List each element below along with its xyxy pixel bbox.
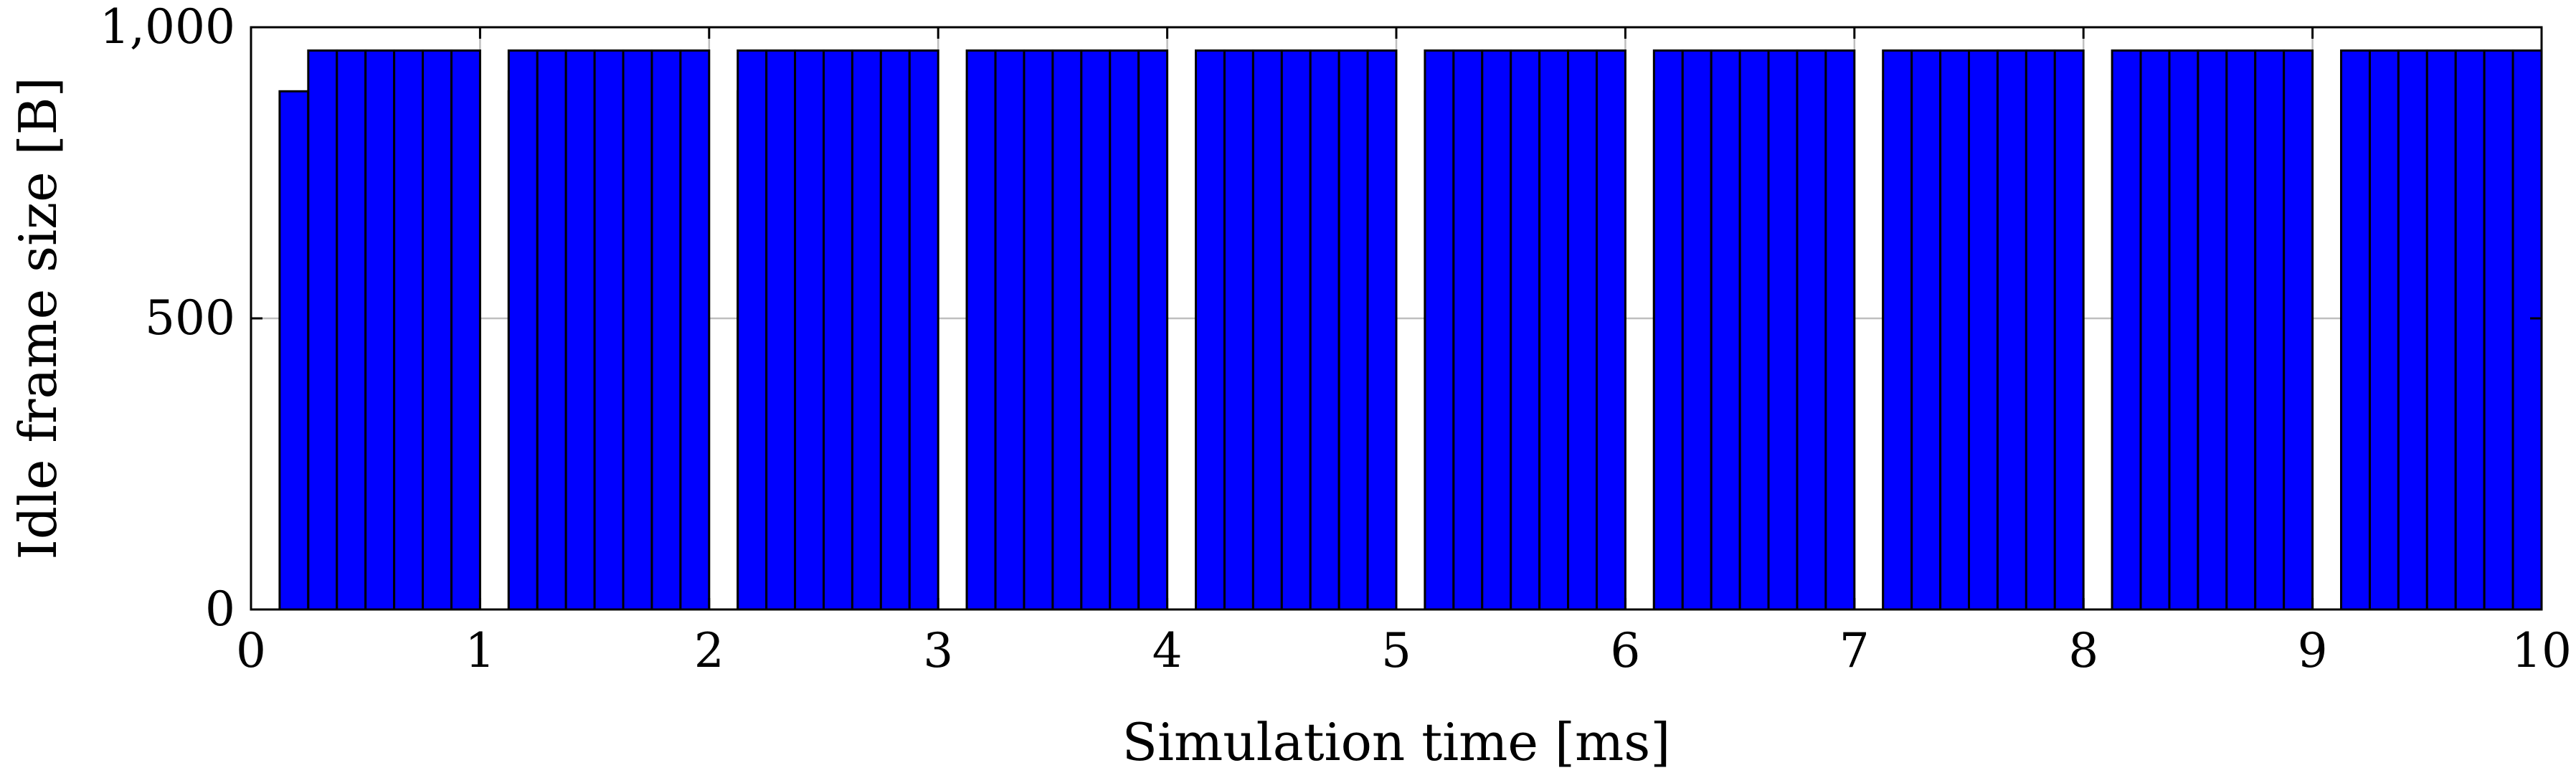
x-tick-label-3: 3: [923, 623, 953, 678]
bar-37: [1309, 49, 1340, 611]
x-tick-label-8: 8: [2068, 623, 2098, 678]
bar-69: [2225, 49, 2257, 611]
bar-68: [2197, 49, 2228, 611]
bar-77: [2454, 49, 2486, 611]
x-tick-label-7: 7: [1839, 623, 1870, 678]
bar-35: [1251, 49, 1283, 611]
bar-18: [765, 49, 797, 611]
bar-57: [1882, 49, 1913, 611]
bar-3: [336, 49, 367, 611]
x-axis-label: Simulation time [ms]: [1122, 712, 1671, 772]
y-tick-labels: 0 500 1,000: [100, 0, 235, 637]
bar-63: [2053, 49, 2085, 611]
bar-74: [2368, 49, 2400, 611]
bar-0: [278, 90, 310, 611]
bar-13: [622, 49, 653, 611]
bar-2: [307, 49, 338, 611]
bar-54: [1796, 49, 1827, 611]
y-tick-label-0: 0: [205, 582, 235, 637]
y-axis-label: Idle frame size [B]: [8, 77, 68, 559]
y-tick-label-1: 500: [145, 290, 235, 346]
bar-15: [679, 49, 711, 611]
bar-79: [2511, 49, 2543, 611]
bar-44: [1510, 49, 1541, 611]
bar-20: [823, 49, 853, 611]
bar-61: [1996, 49, 2027, 611]
axis-ticks: [250, 26, 2543, 611]
bar-6: [422, 49, 453, 611]
bar-42: [1452, 49, 1484, 611]
bar-11: [564, 49, 596, 611]
bar-78: [2483, 49, 2514, 611]
bar-70: [2254, 49, 2286, 611]
bar-30: [1109, 49, 1140, 611]
bar-26: [994, 49, 1026, 611]
bar-14: [650, 49, 682, 611]
bar-60: [1968, 49, 1999, 611]
x-tick-label-2: 2: [694, 623, 724, 678]
bar-73: [2340, 49, 2371, 611]
x-tick-label-4: 4: [1152, 623, 1183, 678]
bar-29: [1080, 49, 1112, 611]
bar-23: [908, 49, 939, 611]
bar-67: [2168, 49, 2199, 611]
x-tick-label-5: 5: [1381, 623, 1411, 678]
bar-51: [1710, 49, 1741, 611]
bar-27: [1023, 49, 1054, 611]
bar-12: [593, 49, 625, 611]
bar-5: [393, 49, 425, 611]
bar-41: [1424, 49, 1455, 611]
bar-19: [794, 49, 825, 611]
bar-50: [1681, 49, 1713, 611]
bar-38: [1337, 49, 1369, 611]
bar-53: [1767, 49, 1799, 611]
bar-9: [507, 49, 539, 611]
bar-65: [2111, 49, 2142, 611]
bar-43: [1481, 49, 1512, 611]
bar-47: [1595, 49, 1626, 611]
bars: [278, 49, 2543, 611]
bar-39: [1366, 49, 1398, 611]
x-tick-label-9: 9: [2298, 623, 2328, 678]
bar-66: [2139, 49, 2171, 611]
bar-58: [1910, 49, 1942, 611]
bar-59: [1939, 49, 1970, 611]
bar-55: [1824, 49, 1856, 611]
x-tick-label-0: 0: [236, 623, 266, 678]
bar-25: [965, 49, 997, 611]
x-tick-labels: 0 1 2 3 4 5 6 7 8 9 10: [236, 623, 2572, 678]
bar-31: [1137, 49, 1169, 611]
x-tick-label-10: 10: [2511, 623, 2572, 678]
bar-34: [1223, 49, 1254, 611]
bar-7: [450, 49, 481, 611]
bar-46: [1567, 49, 1598, 611]
y-tick-label-2: 1,000: [100, 0, 235, 54]
bar-28: [1051, 49, 1083, 611]
bar-17: [737, 49, 768, 611]
bar-22: [879, 49, 911, 611]
bar-33: [1195, 49, 1226, 611]
bar-45: [1538, 49, 1570, 611]
bar-49: [1652, 49, 1684, 611]
bar-4: [364, 49, 396, 611]
bar-21: [851, 49, 882, 611]
bar-76: [2425, 49, 2457, 611]
bar-62: [2025, 49, 2056, 611]
bar-52: [1738, 49, 1770, 611]
bar-75: [2397, 49, 2428, 611]
bar-10: [536, 49, 567, 611]
x-tick-label-1: 1: [465, 623, 495, 678]
bar-71: [2283, 49, 2314, 611]
x-tick-label-6: 6: [1610, 623, 1640, 678]
bar-36: [1280, 49, 1312, 611]
